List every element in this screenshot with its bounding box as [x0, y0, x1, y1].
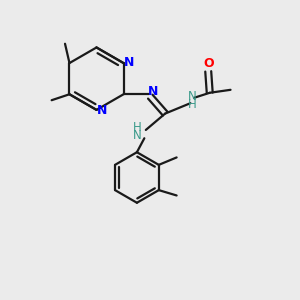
- Text: N: N: [148, 85, 158, 98]
- Text: H: H: [133, 121, 142, 134]
- Text: N: N: [97, 104, 107, 117]
- Text: N: N: [188, 90, 196, 103]
- Text: H: H: [188, 98, 196, 111]
- Text: N: N: [124, 56, 134, 69]
- Text: O: O: [203, 57, 214, 70]
- Text: N: N: [133, 129, 142, 142]
